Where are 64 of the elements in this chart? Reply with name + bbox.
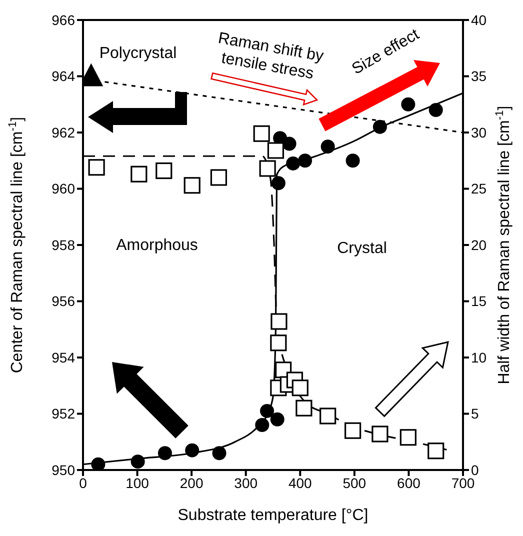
y-tick-label: 964 [52,68,76,84]
y-tick-label: 958 [52,236,76,253]
x-tick-label: 300 [234,474,258,491]
point [372,120,387,134]
point [88,159,105,176]
point [210,169,228,186]
point [292,380,308,396]
point [270,313,288,330]
point [130,166,148,182]
annotation: Raman shift by tensile stress [216,30,325,83]
point [267,142,284,159]
point [372,426,388,442]
y-tick-label: 966 [52,12,76,28]
x-tick-label: 500 [342,474,366,491]
point [253,125,270,142]
point [400,429,416,446]
y2-tick-label: 35 [471,68,487,84]
annotation: Crystal [337,240,387,257]
y2-tick-label: 30 [471,124,487,140]
y2-tick-label: 5 [471,406,479,422]
point [346,154,360,168]
y2-tick-label: 40 [471,12,487,28]
point [156,162,172,180]
x-tick-label: 0 [79,474,88,491]
y-tick-label: 956 [52,293,76,310]
point [401,97,416,112]
point [320,140,335,154]
annotation: Amorphous [116,237,198,254]
point [296,400,312,416]
point [158,446,172,460]
x-tick-label: 600 [397,474,421,491]
y2-tick-label: 15 [471,293,487,310]
point [130,454,145,469]
point [282,136,296,151]
y2-tick-label: 10 [471,349,487,366]
annotation: Polycrystal [99,45,177,62]
y-tick-label: 950 [52,462,76,478]
y-tick-label: 962 [52,124,76,140]
point [271,176,286,190]
y-tick-label: 952 [52,406,76,422]
x-tick-label: 100 [126,474,150,491]
point [255,418,270,432]
y2-tick-label: 20 [471,236,487,253]
point [270,412,284,426]
point [91,457,106,470]
point [298,154,312,168]
point [428,442,444,460]
x-tick-label: 200 [180,474,204,491]
point [260,404,274,418]
annotation: Size effect [349,26,423,78]
point [428,103,443,117]
point [212,446,226,460]
x-tick-label: 400 [288,474,312,491]
point [286,156,300,170]
y2-tick-label: 25 [471,180,487,197]
point [344,422,362,439]
point [185,443,200,458]
point [184,177,200,194]
y-tick-label: 954 [52,349,76,366]
point [320,408,336,424]
y-tick-label: 960 [52,180,76,197]
point [270,334,287,352]
x-axis-title: Substrate temperature [°C] [178,507,368,524]
point [259,160,276,177]
